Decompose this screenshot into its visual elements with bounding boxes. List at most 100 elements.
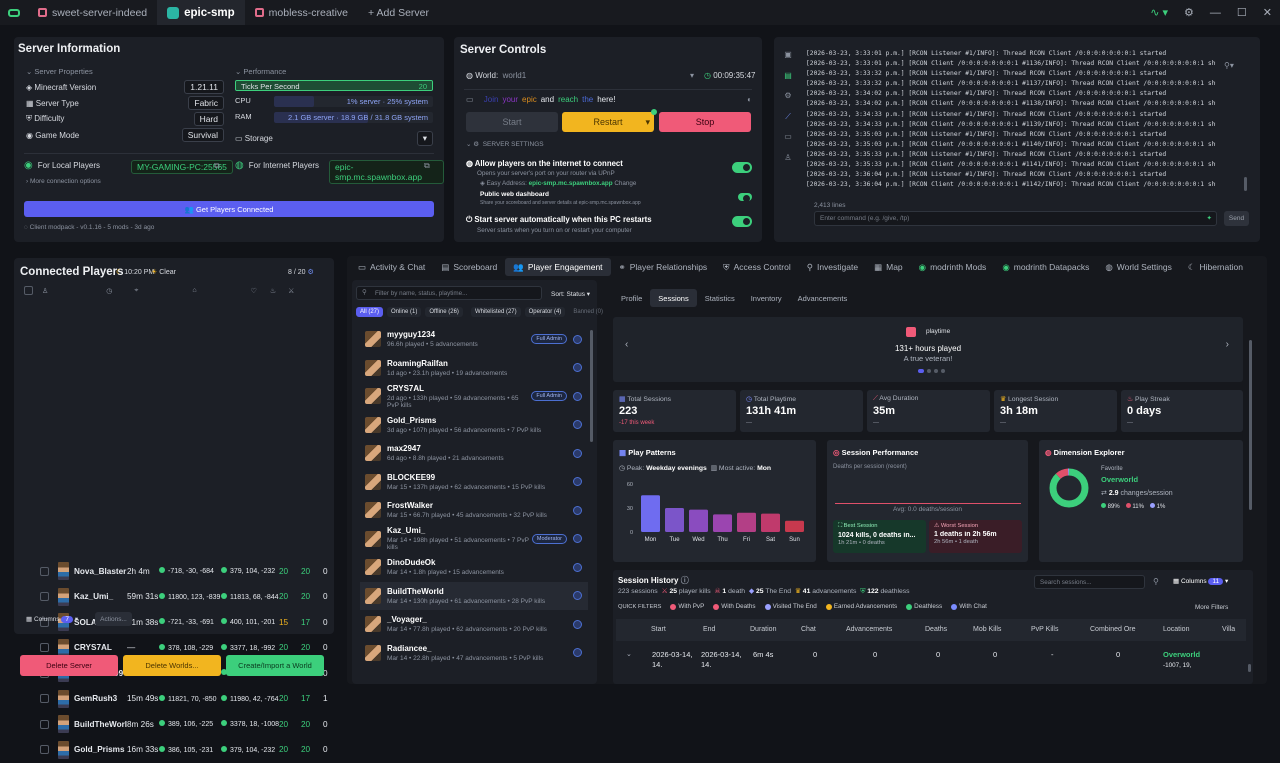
row-checkbox[interactable] <box>40 719 49 729</box>
player-list-scrollbar[interactable] <box>590 330 593 442</box>
activity-icon[interactable]: ∿ ▾ <box>1150 7 1169 19</box>
settings-header[interactable]: ⌄ ⚙ SERVER SETTINGS <box>466 141 544 148</box>
bar-fri[interactable] <box>737 512 756 532</box>
player-row[interactable]: GemRush3 15m 49s 11821, 70, -850 11980, … <box>34 686 346 712</box>
tab-hibernation[interactable]: ☾ Hibernation <box>1187 261 1243 273</box>
palette-icon[interactable]: ◐ <box>747 95 752 104</box>
player-row[interactable]: Kaz_Umi_ 59m 31s 11800, 123, -839 11813,… <box>34 584 346 610</box>
command-input[interactable]: Enter command (e.g. /give, /tp) ✦ <box>814 211 1217 226</box>
document-icon[interactable]: ▤ <box>784 70 792 80</box>
view-player-icon[interactable] <box>573 619 582 629</box>
player-row[interactable]: CRYS7AL — 378, 108, -229 3377, 18, -992 … <box>34 635 346 661</box>
columns-button[interactable]: ▦ Columns 7 ▾ <box>26 615 79 623</box>
bar-thu[interactable] <box>713 514 732 532</box>
search-sessions-input[interactable]: Search sessions... <box>1034 575 1145 589</box>
motd-input[interactable]: ▭ Join your epic and reach the here! ◐ <box>466 95 752 104</box>
tab-map[interactable]: ▦ Map <box>874 261 903 273</box>
maximize-button[interactable]: ☐ <box>1236 7 1247 19</box>
bar-sat[interactable] <box>761 513 780 532</box>
delete-server-button[interactable]: Delete Server <box>20 655 118 676</box>
row-checkbox[interactable] <box>40 643 49 652</box>
player-list-item[interactable]: BuildTheWorld Mar 14 • 130h played • 61 a… <box>360 581 588 610</box>
row-checkbox[interactable] <box>40 566 49 576</box>
tab-sessions[interactable]: Sessions <box>650 289 697 307</box>
player-list-item[interactable]: Gold_Prisms 3d ago • 107h played • 56 adv… <box>360 411 588 439</box>
player-list-item[interactable]: max2947 6d ago • 8.8h played • 21 advance… <box>360 439 588 467</box>
stop-button[interactable]: Stop <box>659 112 751 132</box>
add-server-button[interactable]: + Add Server <box>368 6 430 19</box>
console-scrollbar[interactable] <box>1244 177 1247 191</box>
tab-investigate[interactable]: ⚲ Investigate <box>806 261 859 273</box>
column-header[interactable]: Duration <box>750 626 777 633</box>
column-header[interactable]: Combined Ore <box>1090 626 1136 633</box>
sparkle-icon[interactable]: ✦ <box>1206 215 1212 222</box>
tab-profile[interactable]: Profile <box>621 293 643 303</box>
player-list-item[interactable]: _Voyager_ Mar 14 • 77.8h played • 62 adva… <box>360 610 588 638</box>
prev-arrow-icon[interactable]: ‹ <box>625 339 629 350</box>
qf-end[interactable]: Visited The End <box>764 603 817 610</box>
tab-player-relationships[interactable]: ⚭ Player Relationships <box>618 261 708 273</box>
player-list-item[interactable]: RoamingRailfan 1d ago • 23.1h played • 19… <box>360 354 588 382</box>
sort-select[interactable]: Sort: Status ▾ <box>551 291 591 298</box>
filter-operator[interactable]: Operator (4) <box>524 307 566 317</box>
more-connection-options[interactable]: › More connection options <box>26 178 101 185</box>
tab-statistics[interactable]: Statistics <box>704 293 735 303</box>
tab-mods[interactable]: ◉ modrinth Mods <box>918 261 987 273</box>
minimize-button[interactable]: — <box>1209 6 1221 19</box>
player-row[interactable]: SOLAR_WAVE 41m 38s -721, -33, -691 400, … <box>34 609 346 635</box>
row-checkbox[interactable] <box>40 694 49 703</box>
bar-wed[interactable] <box>689 509 708 532</box>
view-player-icon[interactable] <box>573 391 582 401</box>
pin-icon[interactable]: ⚲ <box>1153 577 1159 586</box>
local-address[interactable]: MY-GAMING-PC:25565 <box>131 160 233 174</box>
filter-all[interactable]: All (27) <box>356 307 384 317</box>
filter-icon[interactable]: ⚲▾ <box>1224 61 1234 70</box>
player-list-item[interactable]: CRYS7AL 2d ago • 133h played • 59 advance… <box>360 382 588 410</box>
chart-icon[interactable]: ⟋ <box>785 111 791 121</box>
history-columns-button[interactable]: ▦ Columns 11 ▾ <box>1173 578 1229 585</box>
bar-sun[interactable] <box>785 520 804 532</box>
tab-access-control[interactable]: ⛨ Access Control <box>723 261 791 273</box>
player-list-item[interactable]: myyguy1234 96.6h played • 5 advancements … <box>360 325 588 353</box>
settings-gear-icon[interactable]: ⚙ <box>1184 7 1194 19</box>
bar-tue[interactable] <box>665 508 684 532</box>
view-player-icon[interactable] <box>573 591 582 600</box>
row-checkbox[interactable] <box>40 745 49 754</box>
copy-internet-icon[interactable]: ⧉ <box>424 161 430 170</box>
column-header[interactable]: Chat <box>801 626 816 633</box>
next-arrow-icon[interactable]: › <box>1225 339 1229 350</box>
player-row[interactable]: BuildTheWorld 8m 26s 389, 106, -225 3378… <box>34 711 346 737</box>
qf-pvp[interactable]: With PvP <box>670 603 704 610</box>
player-list-item[interactable]: BLOCKEE99 Mar 15 • 137h played • 62 advan… <box>360 468 588 496</box>
folder-icon[interactable]: ▭ <box>784 132 792 141</box>
view-player-icon[interactable] <box>573 562 582 572</box>
tab-server-1[interactable]: sweet-server-indeed <box>28 0 157 25</box>
tab-activity-chat[interactable]: ▭ Activity & Chat <box>358 261 426 273</box>
player-row[interactable]: Nova_Blaster 2h 4m -718, -30, -684 379, … <box>34 558 346 584</box>
player-list-item[interactable]: Radiancee_ Mar 14 • 22.8h played • 47 adv… <box>360 639 588 667</box>
row-checkbox[interactable] <box>40 592 49 601</box>
change-link[interactable]: Change <box>614 180 637 187</box>
close-button[interactable]: ✕ <box>1262 7 1272 19</box>
view-player-icon[interactable] <box>573 477 582 486</box>
filter-banned[interactable]: Banned (0) <box>573 309 603 315</box>
tab-world-settings[interactable]: ◍ World Settings <box>1105 261 1172 273</box>
tab-inventory[interactable]: Inventory <box>750 293 782 303</box>
view-player-icon[interactable] <box>573 534 582 543</box>
public-dashboard-toggle[interactable] <box>738 193 752 202</box>
view-player-icon[interactable] <box>573 505 582 515</box>
column-header[interactable]: Start <box>651 626 666 633</box>
tab-server-3[interactable]: mobless-creative <box>245 0 358 25</box>
copy-local-icon[interactable]: ⧉ <box>214 161 220 170</box>
gear-icon[interactable]: ⚙ <box>784 91 792 100</box>
view-player-icon[interactable] <box>573 420 582 429</box>
start-button[interactable]: Start <box>466 112 558 132</box>
qf-advancements[interactable]: Earned Advancements <box>825 603 897 610</box>
storage-expand-button[interactable]: ▾ <box>416 131 433 146</box>
view-player-icon[interactable] <box>573 363 582 372</box>
column-header[interactable]: PvP Kills <box>1031 626 1059 633</box>
qf-deaths[interactable]: With Deaths <box>713 603 756 610</box>
row-checkbox[interactable] <box>40 617 49 627</box>
player-list-item[interactable]: Kaz_Umi_ Mar 14 • 198h played • 51 advanc… <box>360 525 588 553</box>
terminal-icon[interactable]: ▣ <box>784 50 792 59</box>
